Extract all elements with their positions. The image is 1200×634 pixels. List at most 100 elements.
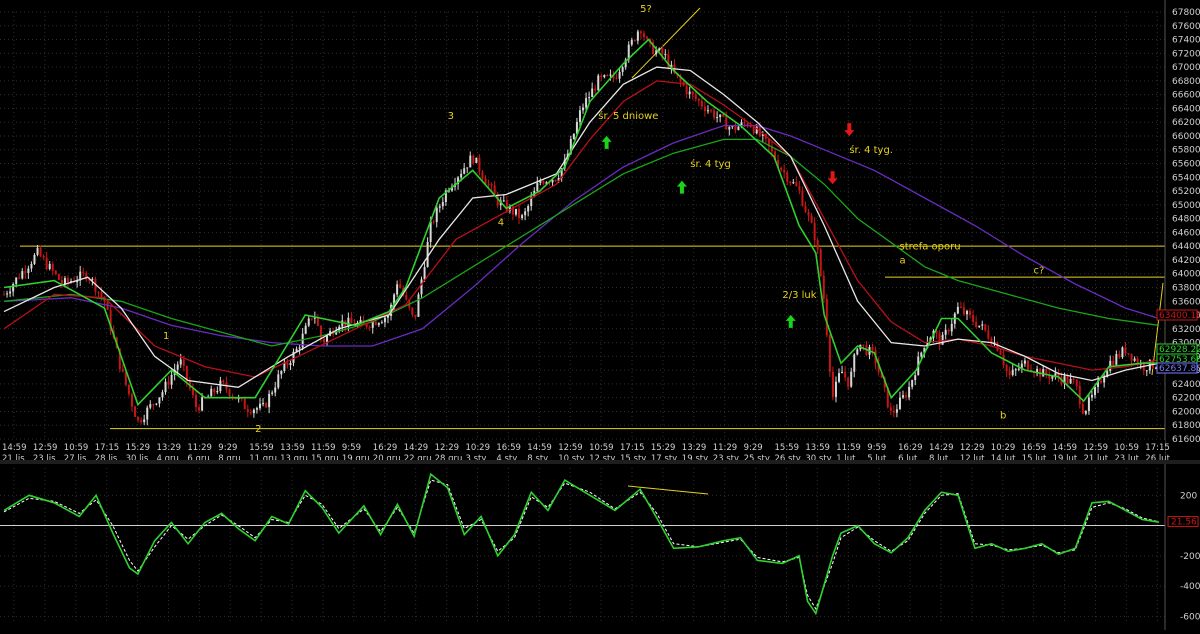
time-label: 16:29 xyxy=(373,443,398,453)
candle-body xyxy=(1087,397,1090,411)
candle-body xyxy=(511,206,514,215)
date-label: 13 gru xyxy=(280,454,308,464)
date-label: 19 sty xyxy=(682,454,708,464)
candle-body xyxy=(557,178,560,182)
divergence-line xyxy=(627,485,709,495)
candle-body xyxy=(582,107,585,111)
signal-arrows xyxy=(601,123,855,328)
date-label: 12 lut xyxy=(960,454,985,464)
last-value-tag xyxy=(1156,309,1198,321)
ma-4-week-purple-line xyxy=(3,124,1160,347)
candle-body xyxy=(679,76,682,82)
moving-averages xyxy=(3,38,1160,407)
price-tick-label: 66200 xyxy=(1172,118,1200,128)
projection-line xyxy=(1151,282,1164,376)
candle-body xyxy=(639,31,642,34)
candle-body xyxy=(1008,371,1011,375)
time-label: 14:59 xyxy=(1053,443,1078,453)
candle-body xyxy=(539,180,542,183)
green-up-arrow-icon xyxy=(785,314,796,328)
candle-body xyxy=(761,134,764,136)
candle-body xyxy=(563,159,566,169)
candle-body xyxy=(1042,369,1045,377)
candle-body xyxy=(307,318,310,326)
candle-body xyxy=(847,377,850,387)
candle-body xyxy=(295,348,298,352)
price-tick-label: 64000 xyxy=(1172,270,1200,280)
time-label: 17:15 xyxy=(1145,443,1170,453)
candle-body xyxy=(1011,369,1014,375)
time-label: 10:59 xyxy=(589,443,614,453)
ma-4-week-green-line xyxy=(3,138,1160,347)
candle-body xyxy=(368,327,371,329)
candle-body xyxy=(1057,373,1060,378)
candle-body xyxy=(524,211,527,216)
candle-body xyxy=(429,221,432,242)
candle-body xyxy=(1154,367,1157,369)
green-up-arrow-icon xyxy=(601,135,612,149)
candle-body xyxy=(350,317,353,323)
annotation-label: 3 xyxy=(448,111,454,122)
candle-body xyxy=(786,172,789,182)
candle-body xyxy=(774,151,777,160)
time-axis-bg xyxy=(0,440,1165,462)
date-label: 26 sty xyxy=(775,454,801,464)
candle-body xyxy=(966,310,969,315)
candle-body xyxy=(393,294,396,305)
candle-body xyxy=(831,371,834,397)
ma-5-day-line xyxy=(3,38,1159,407)
candle-body xyxy=(908,386,911,398)
annotation-label: śr. 5 dniowe xyxy=(598,110,658,122)
candle-body xyxy=(920,352,923,357)
time-label: 14:59 xyxy=(2,443,27,453)
candle-body xyxy=(743,122,746,124)
candle-body xyxy=(1142,363,1145,371)
candle-body xyxy=(813,222,816,241)
candle-body xyxy=(688,91,691,95)
candle-body xyxy=(588,97,591,99)
candle-body xyxy=(405,295,408,300)
last-value-text: 62637.80 xyxy=(1159,364,1200,374)
candle-body xyxy=(1115,354,1118,365)
candle-body xyxy=(892,410,895,413)
candle-body xyxy=(179,359,182,365)
candle-body xyxy=(514,208,517,215)
candle-body xyxy=(825,298,828,336)
candle-body xyxy=(767,138,770,147)
candle-body xyxy=(1045,369,1048,375)
candle-body xyxy=(3,294,5,296)
candle-body xyxy=(834,381,837,397)
candle-body xyxy=(481,171,484,179)
candle-body xyxy=(216,390,219,393)
time-label: 12:29 xyxy=(960,443,985,453)
osc-tick-label: -200 xyxy=(1180,552,1200,562)
candle-body xyxy=(301,333,304,348)
candle-body xyxy=(268,393,271,408)
candle-body xyxy=(1090,395,1093,398)
date-label: 5 lut xyxy=(867,454,887,464)
candle-body xyxy=(222,380,225,383)
candle-body xyxy=(322,338,325,343)
date-label: 10 sty xyxy=(558,454,584,464)
date-label: 15 lut xyxy=(1022,454,1047,464)
candle-body xyxy=(475,157,478,164)
candle-body xyxy=(1145,370,1148,372)
candle-body xyxy=(944,329,947,335)
candle-body xyxy=(426,241,429,268)
date-label: 19 gru xyxy=(342,454,370,464)
candle-body xyxy=(1100,380,1103,383)
candle-body xyxy=(277,374,280,388)
candle-body xyxy=(15,277,18,285)
candle-body xyxy=(886,387,889,408)
candle-body xyxy=(600,75,603,78)
date-label: 15 sty xyxy=(620,454,646,464)
candle-body xyxy=(51,263,54,271)
time-label: 10:29 xyxy=(466,443,491,453)
last-value-tag xyxy=(1156,362,1198,374)
candle-body xyxy=(621,67,624,72)
candle-body xyxy=(1078,385,1081,404)
red-down-arrow-icon xyxy=(844,123,855,137)
candle-body xyxy=(636,31,639,41)
candle-body xyxy=(521,215,524,218)
